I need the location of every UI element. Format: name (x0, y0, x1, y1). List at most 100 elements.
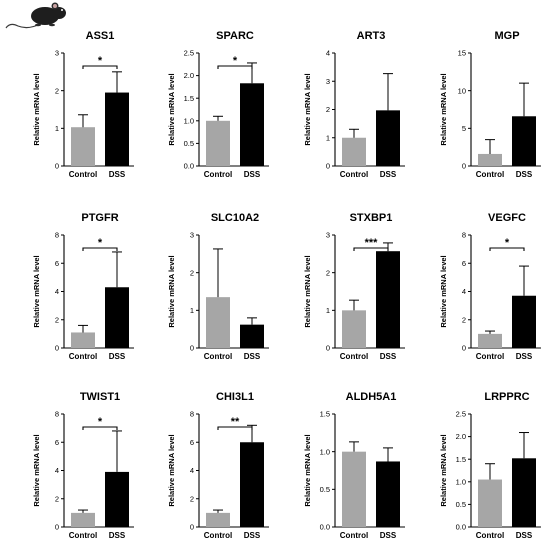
x-tick-label: DSS (109, 170, 126, 179)
chart-panel: CHI3L1 Relative mRNA level 0 2 4 6 8 Control DSS… (167, 391, 269, 540)
chart-panel: VEGFC Relative mRNA level 0 2 4 6 8 Control DSS * (439, 212, 541, 361)
bar (512, 116, 536, 166)
x-tick-label: Control (69, 170, 97, 179)
y-tick-label: 0.0 (456, 523, 466, 532)
x-tick-label: DSS (244, 352, 261, 361)
x-tick-label: DSS (109, 531, 126, 540)
bar (240, 83, 264, 166)
significance-label: * (98, 237, 103, 249)
y-axis-label: Relative mRNA level (303, 255, 312, 327)
significance-bracket (217, 426, 253, 430)
bar (71, 127, 95, 166)
significance-label: * (98, 55, 103, 67)
y-tick-label: 6 (55, 259, 59, 268)
y-tick-label: 2 (326, 268, 330, 277)
y-tick-label: 4 (55, 466, 59, 475)
y-tick-label: 1 (326, 133, 330, 142)
x-tick-label: DSS (516, 170, 533, 179)
y-tick-label: 0.5 (456, 500, 466, 509)
chart-title: CHI3L1 (216, 391, 254, 403)
significance-label: * (98, 416, 103, 428)
bar (342, 137, 366, 166)
y-tick-label: 1 (190, 306, 194, 315)
y-tick-label: 2.0 (184, 71, 194, 80)
bar (376, 461, 400, 527)
y-tick-label: 2.5 (456, 410, 466, 419)
chart-panel: TWIST1 Relative mRNA level 0 2 4 6 8 Control DSS… (32, 391, 134, 540)
y-tick-label: 3 (190, 231, 194, 240)
y-axis-label: Relative mRNA level (439, 73, 448, 145)
x-tick-label: Control (69, 531, 97, 540)
significance-bracket (82, 65, 118, 69)
y-tick-label: 2 (462, 315, 466, 324)
x-tick-label: Control (204, 352, 232, 361)
y-tick-label: 0 (55, 344, 59, 353)
bar (105, 471, 129, 527)
chart-panel: MGP Relative mRNA level 0 5 10 15 Control DSS (439, 30, 541, 179)
bar (105, 287, 129, 348)
y-tick-label: 4 (190, 466, 194, 475)
y-axis-label: Relative mRNA level (303, 73, 312, 145)
x-tick-label: Control (204, 531, 232, 540)
y-axis-label: Relative mRNA level (167, 73, 176, 145)
x-tick-label: Control (69, 352, 97, 361)
bar (206, 512, 230, 527)
x-tick-label: DSS (109, 352, 126, 361)
significance-label: ** (231, 416, 240, 428)
x-tick-label: DSS (244, 531, 261, 540)
y-tick-label: 6 (190, 438, 194, 447)
y-tick-label: 3 (55, 49, 59, 58)
y-tick-label: 2 (190, 494, 194, 503)
x-tick-label: DSS (516, 352, 533, 361)
y-axis-label: Relative mRNA level (167, 434, 176, 506)
significance-label: * (233, 55, 238, 67)
bar (105, 92, 129, 166)
chart-title: STXBP1 (350, 212, 393, 224)
y-tick-label: 1.5 (184, 94, 194, 103)
chart-panel: PTGFR Relative mRNA level 0 2 4 6 8 Control DSS * (32, 212, 134, 361)
bar (342, 451, 366, 527)
y-axis-label: Relative mRNA level (167, 255, 176, 327)
x-tick-label: DSS (380, 531, 397, 540)
y-tick-label: 0.5 (184, 139, 194, 148)
y-tick-label: 3 (326, 231, 330, 240)
x-tick-label: DSS (244, 170, 261, 179)
x-tick-label: DSS (380, 352, 397, 361)
chart-panel: ART3 Relative mRNA level 0 1 2 3 4 Control DSS (303, 30, 405, 179)
bar (206, 120, 230, 166)
bar (240, 324, 264, 348)
x-tick-label: Control (340, 170, 368, 179)
y-tick-label: 1 (326, 306, 330, 315)
bar (342, 310, 366, 348)
x-tick-label: Control (476, 531, 504, 540)
y-tick-label: 1 (55, 124, 59, 133)
y-tick-label: 10 (458, 86, 466, 95)
significance-bracket (353, 247, 389, 251)
y-tick-label: 0 (55, 523, 59, 532)
y-tick-label: 0 (326, 344, 330, 353)
y-tick-label: 2 (190, 268, 194, 277)
y-tick-label: 2.5 (184, 49, 194, 58)
y-tick-label: 0 (462, 162, 466, 171)
significance-bracket (82, 426, 118, 430)
significance-label: *** (365, 237, 379, 249)
chart-panel: ASS1 Relative mRNA level 0 1 2 3 Control DSS * (32, 30, 134, 179)
significance-bracket (217, 65, 253, 69)
y-tick-label: 0 (190, 523, 194, 532)
y-tick-label: 0.0 (184, 162, 194, 171)
y-tick-label: 0 (462, 344, 466, 353)
y-tick-label: 8 (55, 410, 59, 419)
y-tick-label: 0 (326, 162, 330, 171)
chart-panel: STXBP1 Relative mRNA level 0 1 2 3 Control DSS *… (303, 212, 405, 361)
x-tick-label: Control (340, 352, 368, 361)
y-tick-label: 6 (462, 259, 466, 268)
significance-bracket (82, 247, 118, 251)
bar (512, 295, 536, 348)
x-tick-label: Control (204, 170, 232, 179)
x-tick-label: Control (476, 170, 504, 179)
y-tick-label: 2 (55, 86, 59, 95)
bar (71, 512, 95, 527)
mouse-icon (5, 2, 66, 29)
x-tick-label: DSS (380, 170, 397, 179)
